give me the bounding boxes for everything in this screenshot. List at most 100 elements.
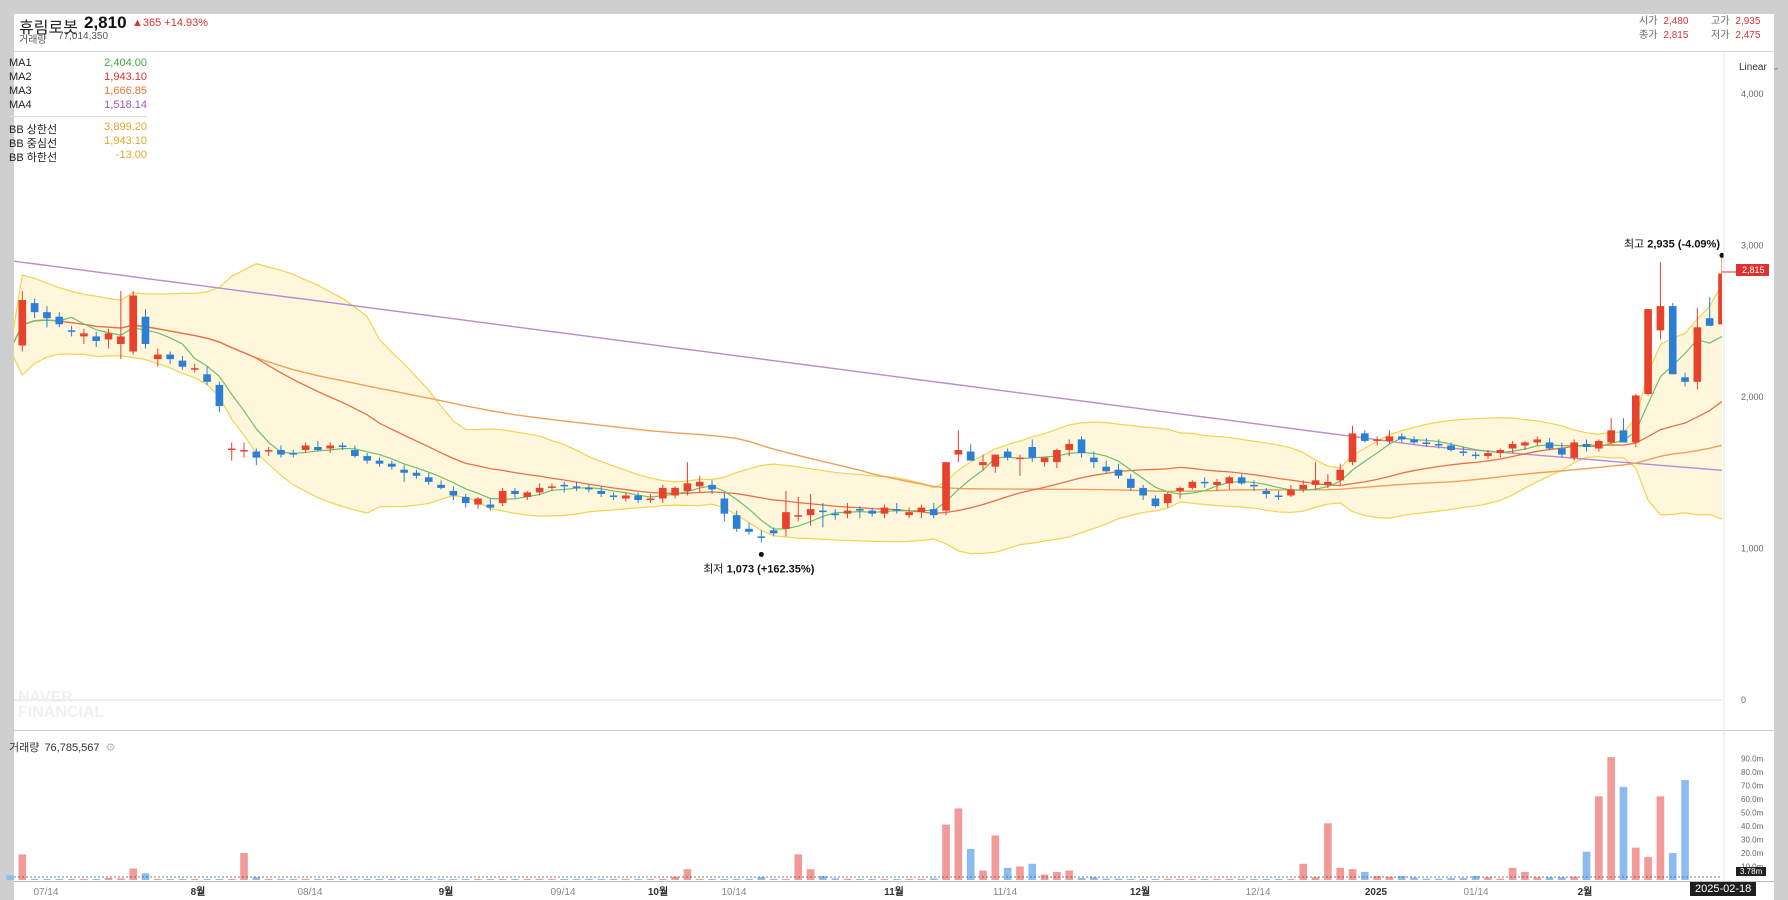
candle — [1644, 309, 1652, 396]
candle-body — [1656, 306, 1665, 331]
candle — [1582, 439, 1591, 452]
volume-bar — [523, 879, 532, 880]
candle-body — [1114, 469, 1123, 476]
candle-body — [486, 504, 495, 508]
candle-body — [387, 463, 396, 467]
candle — [1287, 484, 1295, 497]
candle-body — [178, 360, 187, 367]
candle — [658, 484, 667, 504]
candle — [1410, 436, 1418, 444]
volume-bar — [695, 879, 704, 880]
volume-bar — [178, 879, 187, 880]
candle-body — [1595, 440, 1603, 449]
candle-body — [30, 303, 39, 313]
volume-bar — [18, 854, 27, 880]
volume-bar — [1077, 877, 1086, 880]
candle-body — [1139, 487, 1147, 496]
volume-bar — [400, 879, 408, 880]
candle-body — [153, 354, 162, 360]
legend-ma4[interactable]: MA4 1,518.14 — [9, 99, 147, 111]
candle — [671, 486, 679, 499]
volume-bar — [277, 878, 285, 880]
legend-ma1[interactable]: MA1 2,404.00 — [9, 57, 147, 69]
volume-bar — [449, 879, 458, 880]
candle-body — [1631, 395, 1640, 443]
candle — [1077, 436, 1086, 458]
candle-body — [917, 507, 926, 513]
candle-body — [400, 469, 408, 473]
volume-tick-label: 40.0m — [1741, 822, 1764, 831]
candle — [240, 442, 248, 458]
volume-bar — [1681, 780, 1689, 880]
candle-body — [819, 510, 827, 513]
candle-body — [1373, 439, 1381, 441]
candle-body — [1397, 436, 1406, 440]
candle-body — [868, 510, 876, 514]
candle — [498, 487, 507, 507]
candle — [548, 483, 556, 491]
settings-icon[interactable]: ⚙ — [105, 742, 116, 754]
candle-body — [1065, 443, 1074, 451]
legend-ma2[interactable]: MA2 1,943.10 — [9, 71, 147, 83]
legend-bb-upper[interactable]: BB 상한선 3,899.20 — [9, 121, 147, 136]
candle — [1447, 442, 1455, 452]
candle — [43, 306, 51, 328]
volume-bar — [1644, 857, 1652, 880]
candle — [1631, 393, 1640, 447]
time-tick-label: 10/14 — [721, 887, 746, 898]
scale-toggle[interactable]: Linear ⌄ — [1739, 62, 1780, 73]
candle — [18, 290, 27, 352]
bollinger-lower-line — [14, 353, 1722, 555]
low-value: 1,073 (+162.35%) — [727, 563, 815, 575]
candle-body — [979, 462, 987, 466]
candle-body — [658, 487, 667, 499]
time-tick-label: 2월 — [1578, 886, 1593, 898]
candle — [757, 530, 766, 543]
legend-bb-middle[interactable]: BB 중심선 1,943.10 — [9, 135, 147, 150]
candle-body — [449, 490, 458, 496]
candle-body — [609, 495, 618, 497]
candle-body — [104, 333, 113, 340]
candle — [683, 462, 692, 496]
candle-body — [1681, 377, 1689, 382]
legend-bb-lower[interactable]: BB 하한선 -13.00 — [9, 149, 147, 164]
volume-bar — [831, 878, 840, 880]
candle — [166, 351, 174, 364]
candle-body — [769, 530, 778, 534]
volume-bars — [6, 757, 1689, 880]
candle — [1040, 457, 1049, 467]
volume-bar — [1459, 878, 1468, 880]
candle-body — [461, 496, 470, 504]
candle — [314, 440, 322, 452]
volume-bar — [1447, 878, 1455, 880]
legend-ma3[interactable]: MA3 1,666.85 — [9, 85, 147, 97]
volume-bar — [1521, 871, 1529, 880]
candle — [511, 487, 519, 499]
volume-bar — [1545, 877, 1554, 880]
candle-body — [1200, 481, 1209, 484]
candle-body — [782, 512, 790, 529]
candle — [585, 484, 593, 493]
candle — [1521, 440, 1529, 451]
candle — [1459, 446, 1468, 457]
volume-chart-panel[interactable] — [14, 731, 1774, 881]
candle — [1336, 463, 1345, 485]
time-tick-label: 12월 — [1130, 886, 1150, 898]
candle-body — [363, 456, 371, 461]
candle-body — [129, 295, 137, 352]
candle — [424, 472, 433, 485]
candle-body — [1151, 498, 1160, 507]
candle — [929, 503, 938, 519]
volume-bar — [1237, 879, 1246, 880]
naver-financial-watermark: NAVER FINANCIAL — [18, 689, 105, 721]
candle-body — [498, 490, 507, 504]
volume-bar — [1262, 879, 1271, 880]
candle — [1705, 297, 1714, 326]
volume-bar — [424, 879, 433, 880]
candle-body — [80, 333, 88, 337]
candle-body — [1459, 451, 1468, 454]
candle-body — [43, 312, 51, 319]
candle-body — [277, 450, 285, 455]
bollinger-upper-line — [14, 263, 1722, 489]
